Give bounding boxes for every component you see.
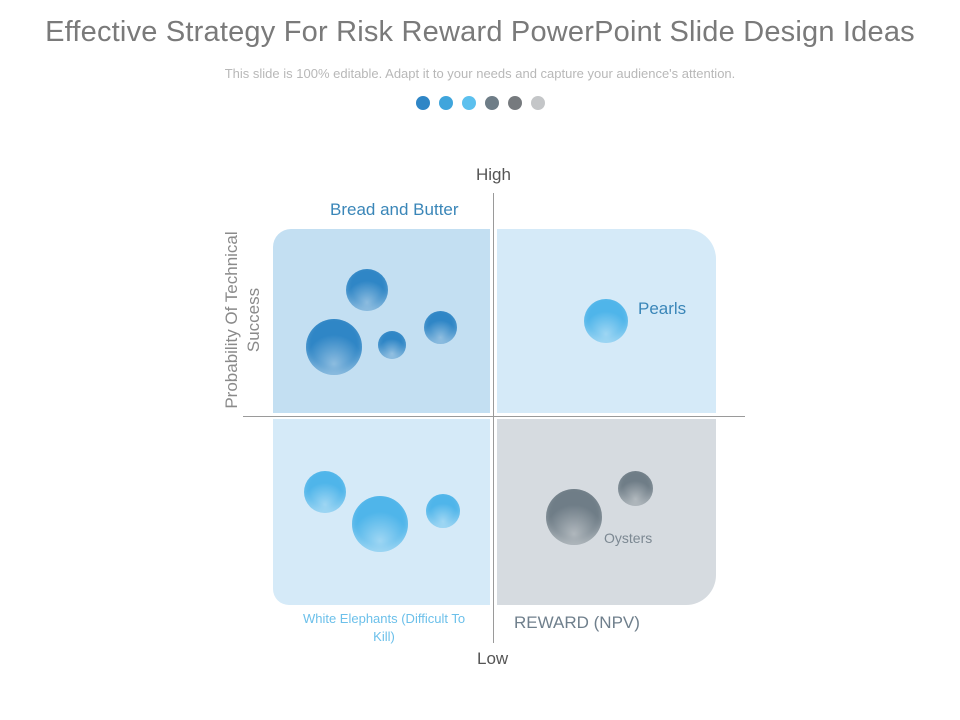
axis-low-label: Low <box>477 649 509 668</box>
quadrant-label-bread-and-butter: Bread and Butter <box>330 200 459 219</box>
quadrant-bread-and-butter <box>273 229 490 413</box>
slide-subtitle: This slide is 100% editable. Adapt it to… <box>224 66 736 81</box>
bubble <box>618 471 653 506</box>
bubble <box>352 496 408 552</box>
bubble <box>306 319 362 375</box>
pager-dots <box>0 96 960 110</box>
bubble <box>426 494 460 528</box>
pager-dot <box>507 96 522 110</box>
bubble <box>378 331 406 359</box>
pager-dot <box>484 96 499 110</box>
pager-dot <box>461 96 476 110</box>
quadrant-label-oysters: Oysters <box>604 530 653 546</box>
pager-dot <box>415 96 430 110</box>
pager-dot <box>438 96 453 110</box>
bubble <box>346 269 388 311</box>
quadrant-oysters <box>497 419 716 605</box>
slide-title: Effective Strategy For Risk Reward Power… <box>45 16 915 48</box>
horizontal-axis-line <box>243 416 745 417</box>
vertical-axis-line <box>493 193 494 643</box>
axis-high-label: High <box>476 165 511 184</box>
bubble <box>584 299 628 343</box>
quadrant-label-pearls: Pearls <box>638 299 687 318</box>
bubble <box>424 311 457 344</box>
bubble <box>304 471 346 513</box>
quadrant-label-white-elephants: White Elephants (Difficult To Kill) <box>302 611 466 644</box>
pager-dot <box>530 96 545 110</box>
axis-probability-label: Probability Of Technical Success <box>222 231 263 409</box>
bubble <box>546 489 602 545</box>
axis-reward-label: REWARD (NPV) <box>514 613 640 632</box>
